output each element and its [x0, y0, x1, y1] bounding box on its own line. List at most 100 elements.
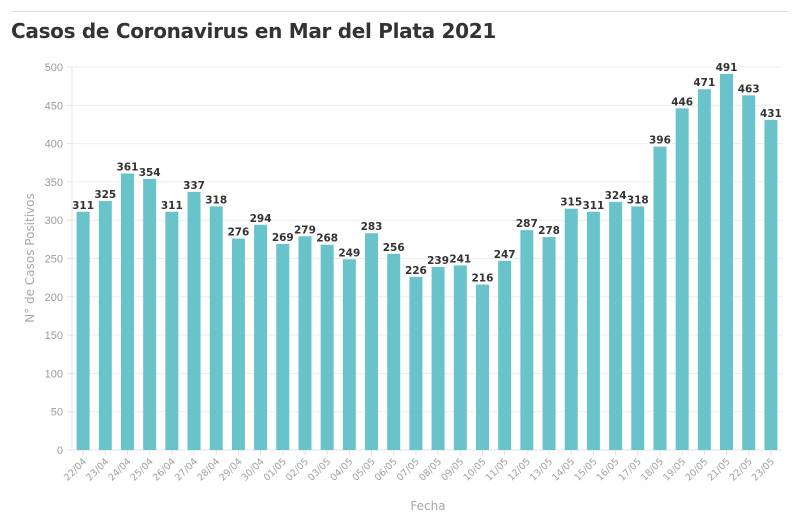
bar	[498, 260, 512, 450]
value-label: 431	[760, 108, 782, 120]
y-tick-label: 150	[45, 330, 63, 342]
x-axis: 22/0423/0424/0425/0426/0427/0428/0429/04…	[62, 450, 777, 483]
y-tick-label: 400	[45, 139, 63, 151]
bar	[475, 284, 489, 450]
bar	[564, 208, 578, 450]
bar	[742, 95, 756, 450]
value-label: 287	[516, 218, 538, 230]
value-label: 318	[205, 194, 227, 206]
x-tick-label: 02/05	[284, 456, 311, 483]
value-label: 283	[361, 221, 383, 233]
top-divider	[11, 11, 789, 12]
x-tick-label: 04/05	[328, 456, 355, 483]
bar	[586, 211, 600, 450]
x-tick-label: 17/05	[617, 456, 644, 483]
x-tick-label: 30/04	[240, 456, 267, 483]
x-tick-label: 28/04	[195, 456, 222, 483]
value-label: 279	[294, 224, 316, 236]
bar	[276, 243, 290, 450]
value-label: 354	[139, 167, 161, 179]
x-tick-label: 26/04	[151, 456, 178, 483]
bar	[631, 206, 645, 450]
bar	[764, 119, 778, 450]
bar	[187, 191, 201, 450]
x-tick-label: 29/04	[217, 456, 244, 483]
bar	[98, 201, 112, 450]
x-tick-label: 16/05	[595, 456, 622, 483]
y-tick-label: 450	[45, 100, 63, 112]
value-label: 361	[117, 161, 139, 173]
value-label: 226	[405, 265, 427, 277]
value-label: 318	[627, 194, 649, 206]
x-tick-label: 05/05	[351, 456, 378, 483]
x-tick-label: 03/05	[306, 456, 333, 483]
bar	[453, 265, 467, 450]
y-tick-label: 0	[57, 445, 63, 457]
x-tick-label: 08/05	[417, 456, 444, 483]
x-tick-label: 15/05	[572, 456, 599, 483]
value-label: 247	[494, 249, 516, 261]
y-tick-label: 200	[45, 292, 63, 304]
value-label: 294	[250, 213, 272, 225]
bar	[254, 224, 268, 450]
bar	[720, 73, 734, 451]
value-label: 241	[449, 253, 471, 265]
x-tick-label: 14/05	[550, 456, 577, 483]
x-tick-label: 25/04	[129, 456, 156, 483]
value-label: 276	[227, 227, 249, 239]
value-label: 471	[693, 77, 715, 89]
x-tick-label: 22/04	[62, 456, 89, 483]
bar	[653, 146, 667, 450]
bar	[165, 211, 179, 450]
bar	[342, 259, 356, 450]
value-label: 324	[605, 190, 627, 202]
x-axis-title: Fecha	[410, 499, 445, 513]
bar	[387, 253, 401, 450]
value-label: 269	[272, 232, 294, 244]
x-tick-label: 23/05	[750, 456, 777, 483]
y-axis-title: N° de Casos Positivos	[23, 193, 37, 322]
bar	[209, 206, 223, 450]
bar	[697, 89, 711, 451]
bar	[320, 244, 334, 450]
x-tick-label: 13/05	[528, 456, 555, 483]
value-label: 239	[427, 255, 449, 267]
x-tick-label: 22/05	[728, 456, 755, 483]
bar	[76, 211, 90, 450]
x-tick-label: 21/05	[706, 456, 733, 483]
bar	[520, 230, 534, 450]
value-label: 256	[383, 242, 405, 254]
value-label: 463	[738, 83, 760, 95]
chart-title: Casos de Coronavirus en Mar del Plata 20…	[11, 19, 496, 43]
y-tick-label: 500	[45, 62, 63, 74]
y-tick-label: 350	[45, 177, 63, 189]
value-label: 315	[560, 197, 582, 209]
value-label: 268	[316, 233, 338, 245]
value-label: 311	[582, 200, 604, 212]
y-tick-label: 100	[45, 368, 63, 380]
x-tick-label: 20/05	[683, 456, 710, 483]
bar	[120, 173, 134, 450]
value-label: 249	[338, 247, 360, 259]
value-label: 216	[472, 273, 494, 285]
x-tick-label: 19/05	[661, 456, 688, 483]
x-tick-label: 09/05	[439, 456, 466, 483]
x-tick-label: 07/05	[395, 456, 422, 483]
x-tick-label: 12/05	[506, 456, 533, 483]
value-label: 491	[716, 62, 738, 74]
value-label: 311	[161, 200, 183, 212]
x-tick-label: 24/04	[106, 456, 133, 483]
value-label: 311	[72, 200, 94, 212]
bars	[76, 73, 778, 451]
value-label: 446	[671, 96, 693, 108]
y-tick-label: 250	[45, 254, 63, 266]
x-tick-label: 11/05	[484, 456, 511, 483]
x-tick-label: 01/05	[262, 456, 289, 483]
bar	[431, 266, 445, 450]
x-tick-label: 27/04	[173, 456, 200, 483]
bar	[542, 237, 556, 450]
bar	[409, 276, 423, 450]
x-tick-label: 18/05	[639, 456, 666, 483]
bar	[365, 233, 379, 450]
